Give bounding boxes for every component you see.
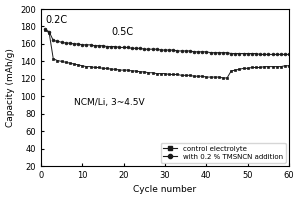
- Text: NCM/Li, 3~4.5V: NCM/Li, 3~4.5V: [74, 98, 145, 107]
- X-axis label: Cycle number: Cycle number: [134, 185, 196, 194]
- Text: 0.5C: 0.5C: [111, 27, 133, 37]
- Legend: control electrolyte, with 0.2 % TMSNCN addition: control electrolyte, with 0.2 % TMSNCN a…: [160, 143, 286, 163]
- Text: 0.2C: 0.2C: [45, 15, 67, 25]
- Y-axis label: Capacity (mAh/g): Capacity (mAh/g): [6, 48, 15, 127]
